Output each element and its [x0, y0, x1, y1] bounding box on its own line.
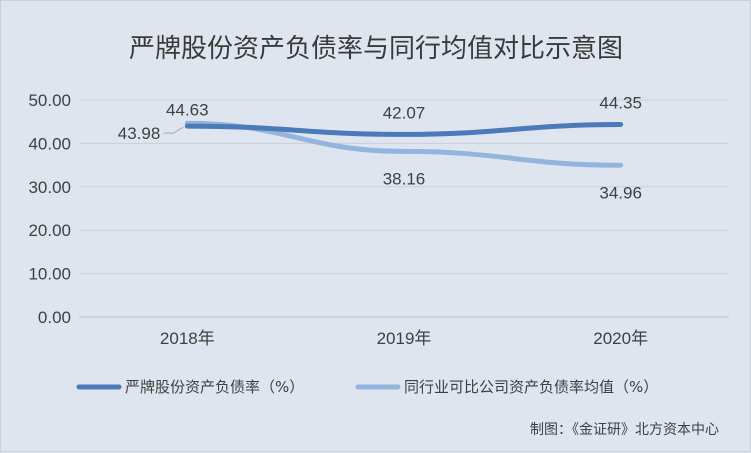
y-tick-label: 20.00 [28, 221, 71, 240]
legend-label-series-1: 严牌股份资产负债率（%） [125, 378, 304, 396]
series-line-1 [184, 122, 624, 137]
data-label-series-1: 44.35 [599, 94, 642, 113]
y-tick-label: 50.00 [28, 91, 71, 110]
data-label-series-1: 43.98 [118, 124, 161, 143]
legend: 严牌股份资产负债率（%） 同行业可比公司资产负债率均值（%） [76, 378, 658, 396]
data-labels: 43.98 42.07 44.35 44.63 38.16 34.96 [118, 94, 642, 203]
credit-text: 制图：《金证研》北方资本中心 [530, 422, 719, 438]
x-tick-label: 2020年 [593, 329, 648, 348]
x-tick-label: 2018年 [160, 329, 215, 348]
x-tick-label: 2019年 [377, 329, 432, 348]
y-tick-label: 10.00 [28, 265, 71, 284]
y-axis-ticks: 0.00 10.00 20.00 30.00 40.00 50.00 [28, 91, 71, 327]
chart-title: 严牌股份资产负债率与同行均值对比示意图 [129, 34, 623, 64]
x-axis-ticks: 2018年 2019年 2020年 [160, 329, 648, 348]
y-tick-label: 30.00 [28, 178, 71, 197]
leader-line [163, 126, 184, 134]
series-lines [184, 120, 624, 168]
y-tick-label: 40.00 [28, 134, 71, 153]
y-tick-label: 0.00 [38, 308, 71, 327]
legend-label-series-2: 同行业可比公司资产负债率均值（%） [404, 378, 658, 396]
grid-lines [79, 99, 729, 318]
data-label-series-1: 42.07 [383, 103, 426, 122]
data-label-series-2: 38.16 [383, 169, 426, 188]
data-label-series-2: 34.96 [599, 183, 642, 202]
data-label-series-2: 44.63 [166, 100, 209, 119]
